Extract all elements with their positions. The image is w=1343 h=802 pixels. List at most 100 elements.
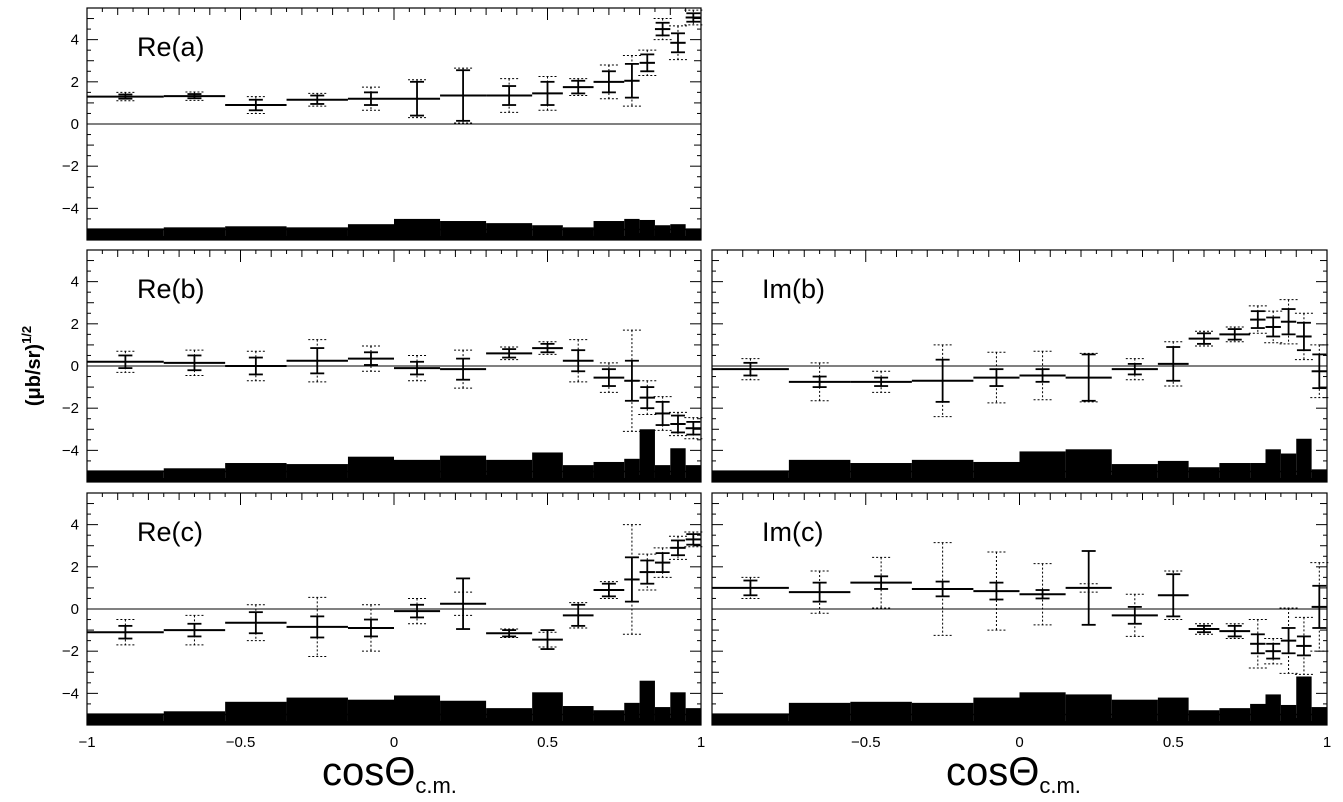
data-point bbox=[286, 596, 348, 657]
sys-bar bbox=[1250, 463, 1266, 482]
data-point bbox=[788, 570, 851, 614]
panel-label: Im(c) bbox=[762, 517, 823, 547]
sys-bar bbox=[624, 458, 640, 482]
data-point bbox=[1264, 638, 1283, 665]
data-point bbox=[850, 370, 912, 393]
y-tick-label: −4 bbox=[62, 442, 79, 459]
data-point bbox=[593, 64, 625, 100]
data-point bbox=[486, 628, 533, 638]
x-axis-title-right: cosΘc.m. bbox=[946, 750, 1081, 798]
sys-bar bbox=[87, 228, 164, 240]
sys-bar bbox=[712, 470, 789, 482]
data-point bbox=[440, 349, 487, 389]
data-point bbox=[163, 91, 226, 101]
y-tick-label: 4 bbox=[71, 517, 79, 534]
panel-label: Re(b) bbox=[137, 274, 205, 304]
data-point bbox=[163, 614, 226, 646]
data-point bbox=[562, 602, 594, 629]
sys-bar bbox=[1111, 699, 1158, 725]
data-point bbox=[532, 629, 563, 650]
x-tick-label: 0.5 bbox=[1163, 734, 1184, 751]
data-point bbox=[593, 581, 625, 599]
data-point bbox=[486, 346, 533, 361]
data-point bbox=[486, 78, 533, 113]
data-point bbox=[440, 577, 487, 630]
x-tick-label: −1 bbox=[78, 734, 95, 751]
sys-bar bbox=[593, 221, 625, 240]
y-tick-label: −2 bbox=[62, 158, 79, 175]
data-point bbox=[286, 92, 348, 107]
data-point bbox=[440, 67, 487, 124]
data-point bbox=[668, 411, 687, 437]
sys-bar bbox=[394, 695, 441, 725]
y-tick-label: 0 bbox=[71, 116, 79, 133]
sys-bar bbox=[87, 713, 164, 725]
sys-bar bbox=[1280, 453, 1297, 482]
data-point bbox=[562, 78, 594, 97]
data-point bbox=[347, 86, 394, 111]
data-point bbox=[347, 345, 394, 372]
data-point bbox=[1157, 570, 1189, 621]
sys-bar bbox=[486, 223, 533, 240]
data-point bbox=[1111, 358, 1158, 381]
sys-bar bbox=[654, 707, 671, 725]
sys-bar bbox=[440, 700, 487, 725]
y-tick-label: 0 bbox=[71, 358, 79, 375]
data-point bbox=[684, 9, 703, 26]
data-point bbox=[973, 351, 1020, 404]
data-point bbox=[532, 341, 563, 355]
sys-bar bbox=[347, 456, 394, 482]
sys-bar bbox=[1265, 449, 1281, 482]
sys-bar bbox=[1219, 463, 1251, 482]
data-point bbox=[684, 531, 703, 548]
sys-bar bbox=[685, 228, 701, 240]
sys-bar bbox=[1311, 469, 1327, 482]
panel-1: −4 −2 0 2 4 Re(b) bbox=[62, 249, 703, 483]
data-point bbox=[712, 576, 789, 599]
sys-bar bbox=[1296, 676, 1312, 725]
data-point bbox=[622, 329, 641, 432]
sys-bar bbox=[1111, 464, 1158, 482]
panel-3: −4 −2 0 2 4 −1 −0.5 0 0.5 1 Re(c) bbox=[62, 492, 705, 751]
data-point bbox=[668, 535, 687, 560]
sys-bar bbox=[347, 699, 394, 725]
data-point bbox=[1248, 305, 1267, 334]
y-tick-label: −4 bbox=[62, 685, 79, 702]
x-axis-title-left: cosΘc.m. bbox=[322, 750, 457, 798]
data-point bbox=[225, 96, 287, 114]
sys-bar bbox=[712, 713, 789, 725]
x-tick-label: 0 bbox=[1015, 734, 1023, 751]
data-point bbox=[1188, 330, 1220, 347]
data-point bbox=[1248, 619, 1267, 669]
data-point bbox=[788, 362, 851, 402]
data-point bbox=[532, 76, 563, 111]
sys-bar bbox=[639, 680, 655, 725]
panel-2: Im(b) bbox=[711, 249, 1329, 483]
data-point bbox=[638, 380, 657, 416]
data-point bbox=[712, 358, 789, 381]
sys-bar bbox=[973, 697, 1020, 725]
data-point bbox=[668, 25, 687, 61]
data-point bbox=[1188, 623, 1220, 635]
y-tick-label: −2 bbox=[62, 643, 79, 660]
panels: −4 −2 0 2 4 Re(a) −4 −2 0 2 4 Re(b) Im(b) −4 −2 0 2 4 −1 −0… bbox=[62, 7, 1331, 751]
sys-bar bbox=[654, 225, 671, 240]
data-point bbox=[911, 542, 974, 636]
y-tick-label: 2 bbox=[71, 74, 79, 91]
data-point bbox=[973, 551, 1020, 631]
data-point bbox=[622, 524, 641, 635]
sys-bar bbox=[1019, 451, 1066, 482]
y-axis-title: (μb/sr)1/2 bbox=[19, 326, 45, 406]
data-point bbox=[1157, 341, 1189, 387]
data-point bbox=[1219, 326, 1251, 343]
y-tick-label: 2 bbox=[71, 559, 79, 576]
data-point bbox=[653, 18, 672, 41]
y-tick-label: −2 bbox=[62, 400, 79, 417]
data-point bbox=[653, 547, 672, 578]
data-point bbox=[1294, 312, 1313, 361]
data-point bbox=[638, 553, 657, 591]
data-point bbox=[1264, 310, 1283, 344]
sys-bar bbox=[1019, 692, 1066, 725]
sys-bar bbox=[486, 708, 533, 725]
